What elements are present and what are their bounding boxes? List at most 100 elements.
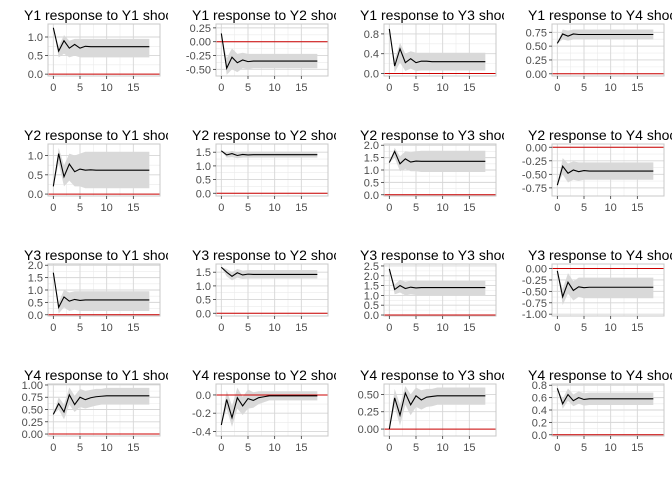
irf-chart: Y3 response to Y1 shock 0.00.51.01.52.0 0 5… [24, 247, 168, 334]
x-tick-label: 0 [218, 442, 224, 454]
y-tick-label: 0.4 [364, 49, 379, 61]
y-tick-label: 0.0 [532, 430, 547, 442]
x-tick-label: 15 [463, 82, 475, 94]
x-tick-label: 5 [581, 322, 587, 334]
y-tick-label: 0.0 [28, 69, 43, 81]
x-tick-label: 15 [295, 322, 307, 334]
x-tick-label: 0 [386, 202, 392, 214]
confidence-band [557, 29, 654, 44]
panel-title: Y3 response to Y4 shock [528, 247, 672, 263]
irf-panel: Y4 response to Y1 shock 0.00 0.25 0.50 0.75 1… [0, 360, 168, 480]
x-tick-label: 15 [631, 202, 643, 214]
x-tick-label: 15 [295, 82, 307, 94]
y-tick-label: 0.50 [526, 41, 547, 53]
y-tick-label: 0.0 [196, 188, 211, 200]
x-tick-label: 0 [554, 202, 560, 214]
y-tick-label: -0.4 [192, 426, 211, 438]
irf-panel: Y2 response to Y3 shock 0.0 0.5 1.0 1.5 2.0 0 5… [336, 120, 504, 240]
x-tick-label: 0 [386, 442, 392, 454]
x-tick-label: 0 [386, 82, 392, 94]
y-tick-label: 0.25 [358, 407, 379, 419]
confidence-band [221, 267, 318, 281]
x-tick-label: 10 [437, 82, 449, 94]
irf-panel: Y3 response to Y3 shock 0.0 0.5 1.0 1.5 2.0 2.… [336, 240, 504, 360]
y-tick-label: -0.75 [522, 298, 547, 310]
x-tick-label: 15 [463, 442, 475, 454]
x-tick-label: 10 [101, 442, 113, 454]
plot-border [215, 143, 329, 197]
x-tick-label: 5 [245, 82, 251, 94]
irf-panel: Y1 response to Y4 shock 0.00 0.25 0.50 0.75 0… [504, 0, 672, 120]
confidence-band [221, 33, 318, 75]
y-tick-label: 2.5 [364, 261, 379, 273]
impulse-response-line [388, 150, 486, 165]
y-tick-label: 0.50 [358, 389, 379, 401]
irf-panel: Y1 response to Y1 shock 0.0 0.5 1.0 0 5 10 15 [0, 0, 168, 120]
plot-border [383, 383, 497, 437]
y-tick-label: -0.25 [186, 51, 211, 63]
x-tick-label: 10 [605, 202, 617, 214]
x-tick-label: 5 [77, 202, 83, 214]
confidence-band [389, 386, 486, 430]
y-tick-label: 0.00 [190, 37, 211, 49]
irf-chart: Y4 response to Y4 shock 0.00.20.40.60.8 0 5… [528, 367, 672, 454]
y-tick-label: -0.50 [186, 64, 211, 76]
irf-chart: Y2 response to Y2 shock 0.00.5 1.0 1.5 0 5 10 1… [192, 127, 336, 214]
irf-panel: Y3 response to Y1 shock 0.0 0.5 1.0 1.5 2.0 0 5… [0, 240, 168, 360]
y-tick-label: -1.00 [522, 309, 547, 321]
y-tick-label: 0.2 [532, 417, 547, 429]
y-tick-label: 1.5 [196, 267, 211, 279]
panel-title: Y1 response to Y4 shock [528, 7, 672, 23]
y-tick-label: 1.5 [196, 147, 211, 159]
panel-title: Y2 response to Y4 shock [528, 127, 672, 143]
y-tick-label: 0.0 [364, 190, 379, 202]
irf-chart: Y3 response to Y4 shock -1.00-0.75-0.50-0… [522, 247, 672, 334]
y-tick-label: -0.25 [522, 275, 547, 287]
impulse-response-line [52, 393, 150, 415]
irf-panel: Y2 response to Y4 shock -0.75 -0.50 -0.25 0.… [504, 120, 672, 240]
irf-panel: Y4 response to Y2 shock -0.4 -0.2 0.0 0 5 10 15 [168, 360, 336, 480]
y-tick-label: 0.25 [526, 55, 547, 67]
y-tick-label: 0.0 [196, 390, 211, 402]
y-tick-label: 0.00 [22, 429, 43, 441]
x-tick-label: 5 [245, 202, 251, 214]
y-tick-label: 0.0 [364, 69, 379, 81]
x-tick-label: 5 [245, 442, 251, 454]
irf-panel: Y2 response to Y2 shock 0.0 0.5 1.0 1.5 0 5 10 1… [168, 120, 336, 240]
x-tick-label: 10 [269, 82, 281, 94]
impulse-response-line [52, 153, 150, 187]
irf-panel: Y4 response to Y3 shock 0.00 0.25 0.50 0 5 10 1… [336, 360, 504, 480]
x-tick-label: 5 [77, 82, 83, 94]
irf-chart: Y4 response to Y2 shock -0.4 -0.2 0.0 0 5 10 15 [192, 367, 336, 454]
y-tick-label: 1.0 [364, 165, 379, 177]
confidence-band [389, 147, 486, 172]
y-tick-label: 0.5 [28, 297, 43, 309]
y-tick-label: 0.5 [196, 295, 211, 307]
x-tick-label: 0 [554, 322, 560, 334]
confidence-band [53, 147, 150, 189]
y-tick-label: 1.0 [28, 151, 43, 163]
panel-title: Y4 response to Y2 shock [192, 367, 336, 383]
confidence-band [389, 268, 486, 296]
y-tick-label: 1.5 [364, 153, 379, 165]
plot-border [551, 143, 665, 197]
x-tick-label: 0 [554, 82, 560, 94]
x-tick-label: 10 [101, 322, 113, 334]
plot-border [215, 383, 329, 437]
y-tick-label: 0.8 [532, 380, 547, 392]
y-tick-label: 0.5 [364, 300, 379, 312]
x-tick-label: 0 [218, 322, 224, 334]
impulse-response-line [220, 33, 318, 71]
y-tick-label: 0.25 [22, 417, 43, 429]
irf-chart: Y4 response to Y1 shock0.000.250.500.751… [22, 367, 168, 454]
y-tick-label: 0.8 [364, 29, 379, 41]
plot-border [551, 23, 665, 77]
x-tick-label: 0 [50, 202, 56, 214]
y-tick-label: 0.25 [190, 23, 211, 35]
x-tick-label: 15 [295, 202, 307, 214]
irf-chart: Y2 response to Y1 shock 0.0 0.5 1.0 0 5 10 15 [24, 127, 168, 214]
confidence-band [53, 387, 150, 420]
y-tick-label: 0.75 [22, 392, 43, 404]
y-tick-label: 1.5 [364, 281, 379, 293]
